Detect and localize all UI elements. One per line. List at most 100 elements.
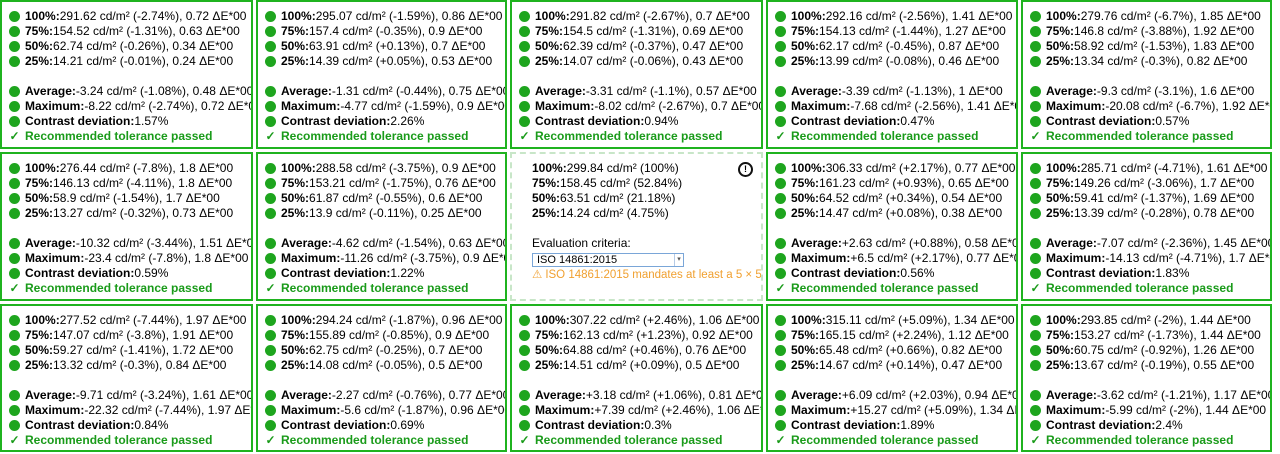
status-dot-icon [9,101,20,112]
row-100: 100%: 295.07 cd/m² (-1.59%), 0.86 ΔE*00 [265,9,505,24]
tolerance-passed: ✓ Recommended tolerance passed [1030,281,1270,296]
value-50: 61.87 cd/m² (-0.55%), 0.6 ΔE*00 [309,191,483,205]
label-maximum: Maximum: [535,99,595,113]
status-dot-icon [775,315,786,326]
row-contrast: Contrast deviation: 2.26% [265,114,505,129]
checkmark-icon: ✓ [1030,433,1041,447]
label-75: 75%: [535,328,564,342]
checkmark-icon: ✓ [775,433,786,447]
value-maximum: -8.22 cd/m² (-2.74%), 0.72 ΔE*00 [84,99,253,113]
label-contrast: Contrast deviation: [25,114,135,128]
status-dot-icon [1030,405,1041,416]
row-50: 50%: 62.74 cd/m² (-0.26%), 0.34 ΔE*00 [9,39,251,54]
label-25: 25%: [281,206,310,220]
row-100: 100%: 291.62 cd/m² (-2.74%), 0.72 ΔE*00 [9,9,251,24]
label-25: 25%: [1046,358,1075,372]
status-dot-icon [265,193,276,204]
row-average: Average: +2.63 cd/m² (+0.88%), 0.58 ΔE*0… [775,236,1016,251]
row-50: 50%: 60.75 cd/m² (-0.92%), 1.26 ΔE*00 [1030,343,1270,358]
tolerance-passed-label: Recommended tolerance passed [25,129,213,143]
row-25: 25%: 14.51 cd/m² (+0.09%), 0.5 ΔE*00 [519,358,761,373]
row-100: 100%: 279.76 cd/m² (-6.7%), 1.85 ΔE*00 [1030,9,1270,24]
label-50: 50%: [532,191,561,205]
value-average: -4.62 cd/m² (-1.54%), 0.63 ΔE*00 [331,236,507,250]
row-75: 75%: 154.13 cd/m² (-1.44%), 1.27 ΔE*00 [775,24,1016,39]
status-dot-icon [519,390,530,401]
status-dot-icon [9,163,20,174]
dropdown-arrow-icon[interactable]: ▾ [674,254,683,266]
tolerance-passed-label: Recommended tolerance passed [1046,433,1234,447]
row-maximum: Maximum: -8.22 cd/m² (-2.74%), 0.72 ΔE*0… [9,99,251,114]
value-contrast: 1.57% [134,114,169,128]
status-dot-icon [775,56,786,67]
row-75: 75%: 149.26 cd/m² (-3.06%), 1.7 ΔE*00 [1030,176,1270,191]
status-dot-icon [519,420,530,431]
value-100: 295.07 cd/m² (-1.59%), 0.86 ΔE*00 [315,9,503,23]
tolerance-passed: ✓ Recommended tolerance passed [265,433,505,448]
row-75: 75%: 153.21 cd/m² (-1.75%), 0.76 ΔE*00 [265,176,505,191]
label-25: 25%: [281,54,310,68]
row-50: 50%: 59.41 cd/m² (-1.37%), 1.69 ΔE*00 [1030,191,1270,206]
label-contrast: Contrast deviation: [535,114,645,128]
tolerance-passed: ✓ Recommended tolerance passed [1030,129,1270,144]
tolerance-passed-label: Recommended tolerance passed [281,129,469,143]
value-100: 288.58 cd/m² (-3.75%), 0.9 ΔE*00 [315,161,496,175]
label-100: 100%: [281,161,316,175]
label-75: 75%: [1046,176,1075,190]
ref-row-25: 25%: 14.24 cd/m² (4.75%) [532,206,761,221]
tolerance-passed: ✓ Recommended tolerance passed [9,433,251,448]
checkmark-icon: ✓ [1030,281,1041,295]
label-average: Average: [25,388,76,402]
label-maximum: Maximum: [25,99,85,113]
evaluation-criteria-value: ISO 14861:2015 [537,254,618,266]
row-100: 100%: 307.22 cd/m² (+2.46%), 1.06 ΔE*00 [519,313,761,328]
grid-cell: 100%: 279.76 cd/m² (-6.7%), 1.85 ΔE*00 7… [1021,0,1272,149]
label-25: 25%: [281,358,310,372]
label-50: 50%: [1046,39,1075,53]
status-dot-icon [519,330,530,341]
label-contrast: Contrast deviation: [281,266,391,280]
tolerance-passed-label: Recommended tolerance passed [281,433,469,447]
value-25: 14.08 cd/m² (-0.05%), 0.5 ΔE*00 [309,358,483,372]
value-25: 14.47 cd/m² (+0.08%), 0.38 ΔE*00 [819,206,1003,220]
status-dot-icon [519,56,530,67]
status-dot-icon [265,11,276,22]
evaluation-criteria-select[interactable]: ISO 14861:2015 ▾ [532,253,684,267]
checkmark-icon: ✓ [775,129,786,143]
value-75: 161.23 cd/m² (+0.93%), 0.65 ΔE*00 [819,176,1009,190]
value-50: 63.91 cd/m² (+0.13%), 0.7 ΔE*00 [309,39,486,53]
value-75: 157.4 cd/m² (-0.35%), 0.9 ΔE*00 [309,24,483,38]
row-contrast: Contrast deviation: 0.3% [519,418,761,433]
grid-cell: 100%: 307.22 cd/m² (+2.46%), 1.06 ΔE*00 … [510,304,763,452]
info-icon[interactable]: ! [738,162,753,177]
value-75: 155.89 cd/m² (-0.85%), 0.9 ΔE*00 [309,328,490,342]
value-contrast: 0.69% [390,418,425,432]
row-maximum: Maximum: +15.27 cd/m² (+5.09%), 1.34 ΔE*… [775,403,1016,418]
status-dot-icon [1030,420,1041,431]
row-maximum: Maximum: -5.99 cd/m² (-2%), 1.44 ΔE*00 [1030,403,1270,418]
status-dot-icon [9,11,20,22]
label-25: 25%: [25,206,54,220]
label-50: 50%: [25,39,54,53]
status-dot-icon [519,26,530,37]
status-dot-icon [775,163,786,174]
label-50: 50%: [535,39,564,53]
row-100: 100%: 294.24 cd/m² (-1.87%), 0.96 ΔE*00 [265,313,505,328]
status-dot-icon [775,101,786,112]
status-dot-icon [9,345,20,356]
status-dot-icon [265,26,276,37]
tolerance-passed-label: Recommended tolerance passed [25,281,213,295]
label-contrast: Contrast deviation: [1046,266,1156,280]
row-75: 75%: 146.13 cd/m² (-4.11%), 1.8 ΔE*00 [9,176,251,191]
status-dot-icon [9,238,20,249]
label-average: Average: [25,84,76,98]
row-contrast: Contrast deviation: 1.83% [1030,266,1270,281]
value-25: 13.67 cd/m² (-0.19%), 0.55 ΔE*00 [1074,358,1255,372]
tolerance-passed-label: Recommended tolerance passed [535,129,723,143]
value-75: 149.26 cd/m² (-3.06%), 1.7 ΔE*00 [1074,176,1255,190]
row-average: Average: -3.24 cd/m² (-1.08%), 0.48 ΔE*0… [9,84,251,99]
value-50: 58.9 cd/m² (-1.54%), 1.7 ΔE*00 [53,191,220,205]
label-maximum: Maximum: [25,403,85,417]
value-contrast: 1.89% [900,418,935,432]
row-contrast: Contrast deviation: 0.94% [519,114,761,129]
